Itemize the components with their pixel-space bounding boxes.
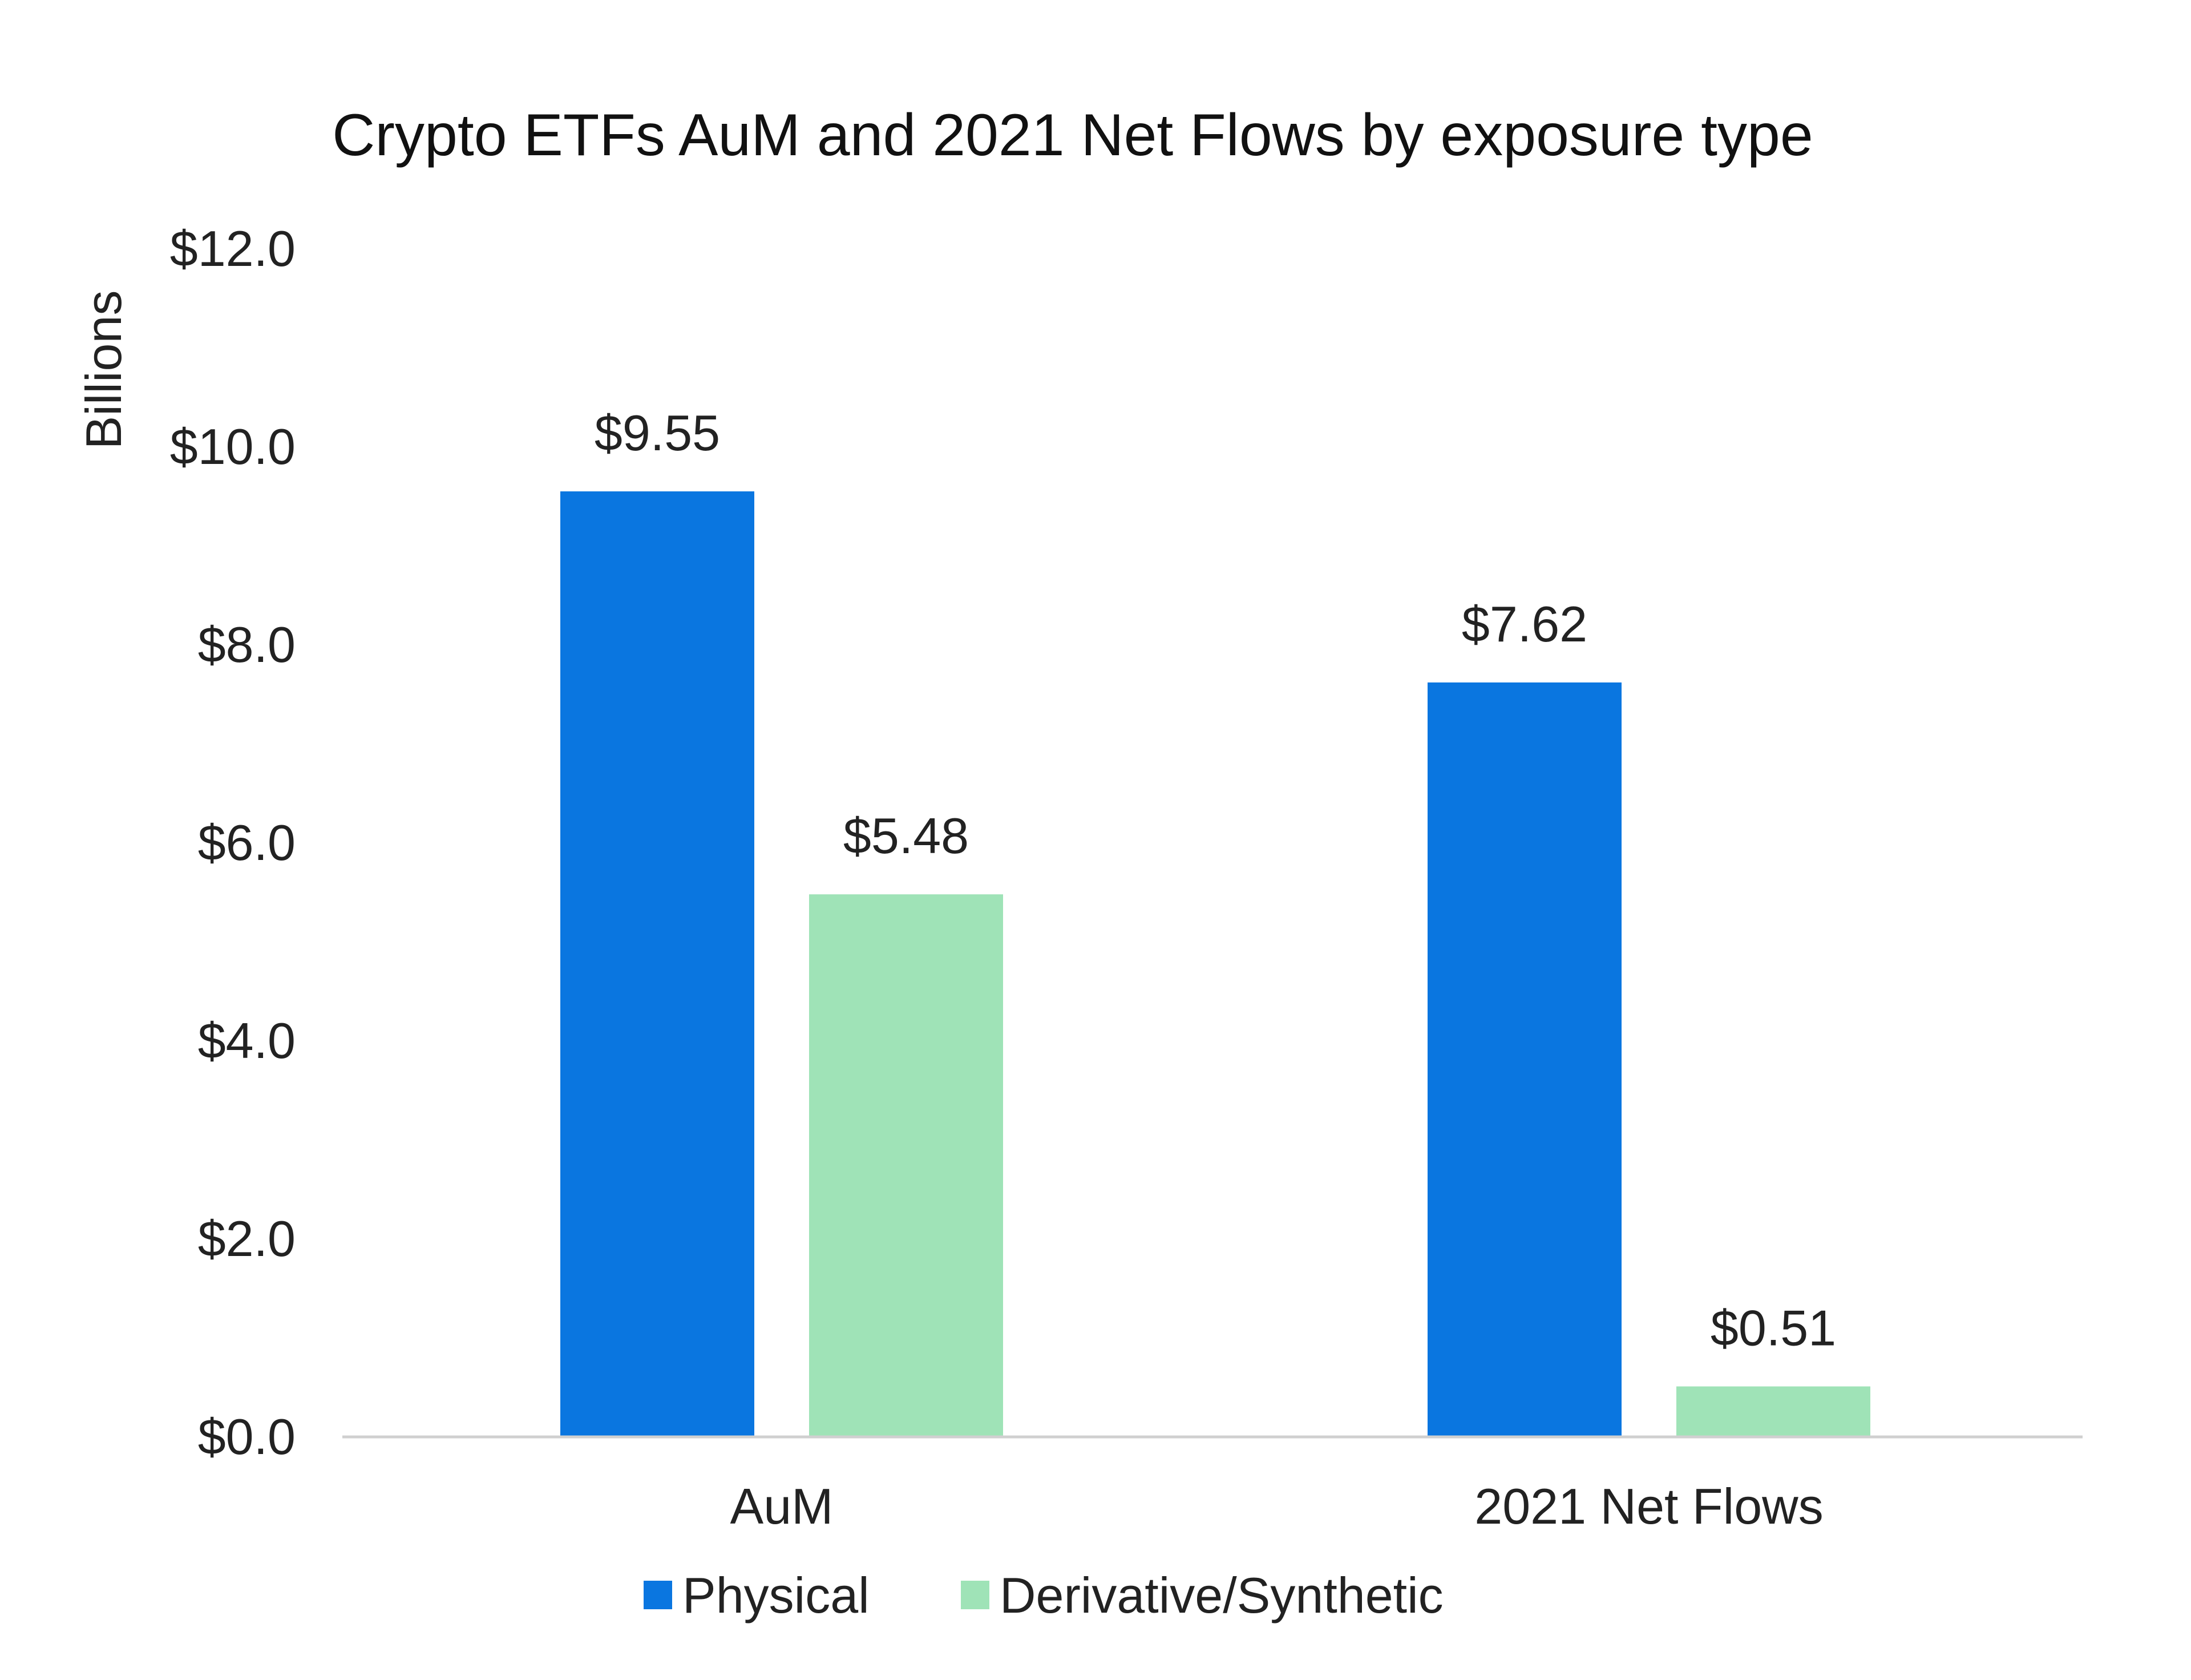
data-label: $5.48: [843, 807, 969, 864]
chart-title: Crypto ETFs AuM and 2021 Net Flows by ex…: [332, 102, 1813, 168]
x-tick-label: 2021 Net Flows: [1474, 1478, 1823, 1534]
bar-derivative-synthetic-1: [1676, 1386, 1870, 1437]
data-labels-group: $9.55 $5.48 $7.62 $0.51: [595, 405, 1836, 1356]
legend: Physical Derivative/Synthetic: [644, 1567, 1444, 1624]
bars-group: [560, 491, 1870, 1437]
x-tick-label: AuM: [730, 1478, 834, 1534]
bar-derivative-synthetic-0: [809, 894, 1003, 1437]
y-tick-label: $12.0: [170, 220, 296, 277]
legend-label: Derivative/Synthetic: [1000, 1567, 1444, 1624]
y-axis-title: Billions: [75, 290, 132, 450]
y-tick-label: $10.0: [170, 418, 296, 475]
x-axis-ticks: AuM 2021 Net Flows: [730, 1478, 1824, 1534]
y-tick-label: $8.0: [198, 616, 296, 673]
y-tick-label: $2.0: [198, 1210, 296, 1267]
legend-swatch: [644, 1581, 672, 1609]
data-label: $0.51: [1711, 1300, 1836, 1356]
bar-physical-0: [560, 491, 754, 1437]
bar-physical-1: [1428, 682, 1622, 1437]
y-tick-label: $6.0: [198, 814, 296, 871]
y-axis-ticks: $0.0 $2.0 $4.0 $6.0 $8.0 $10.0 $12.0: [170, 220, 296, 1465]
legend-label: Physical: [682, 1567, 870, 1624]
data-label: $7.62: [1462, 596, 1587, 652]
y-tick-label: $4.0: [198, 1012, 296, 1069]
y-tick-label: $0.0: [198, 1408, 296, 1465]
legend-swatch: [961, 1581, 989, 1609]
data-label: $9.55: [595, 405, 720, 461]
